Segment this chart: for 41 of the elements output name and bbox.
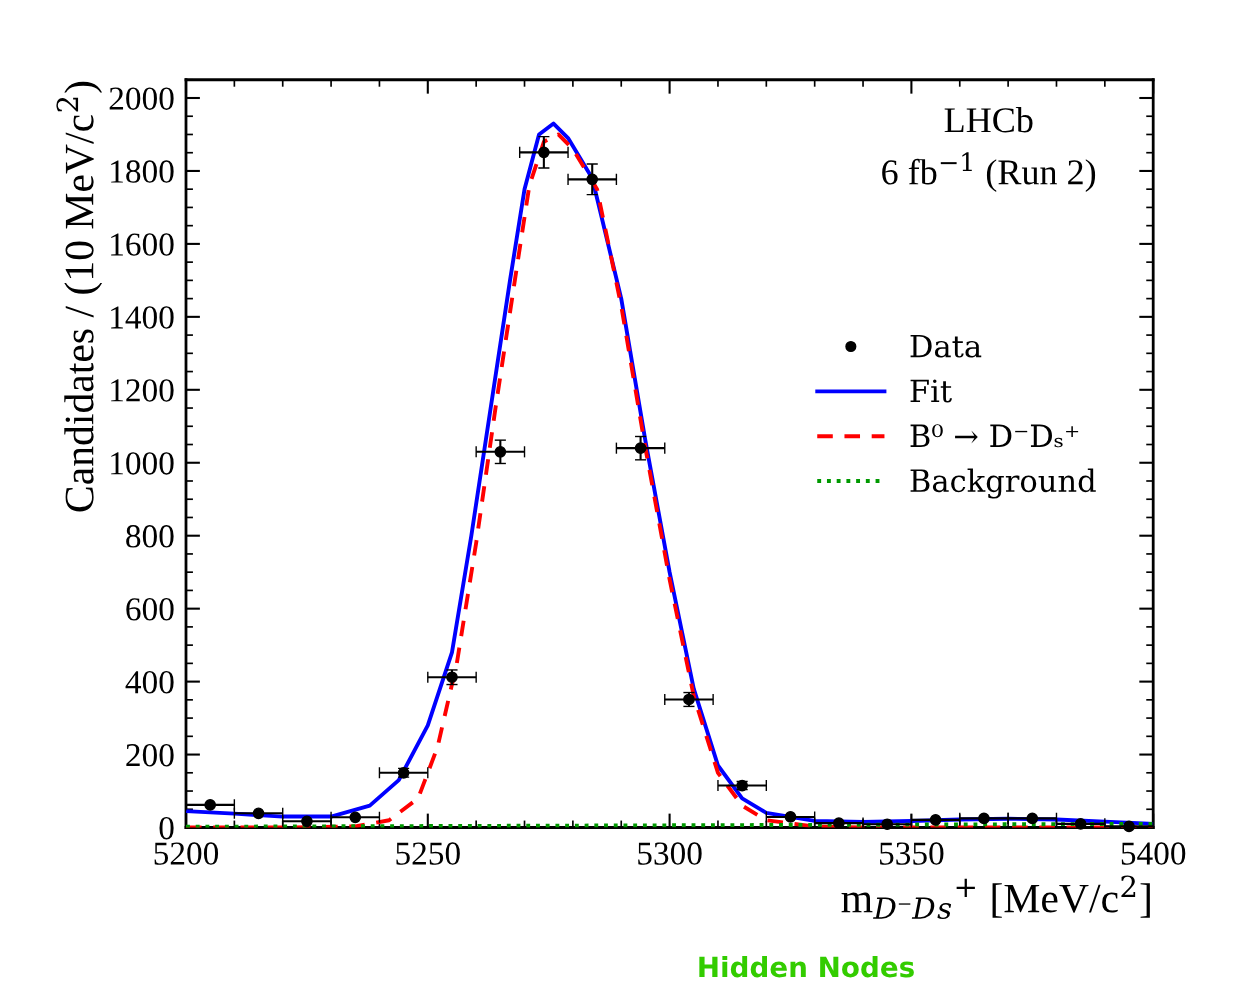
legend-label: Fit <box>910 379 952 403</box>
point <box>494 445 507 458</box>
point <box>634 442 647 455</box>
y-axis-title: Candidates / (10 MeV/c$^{2}$) <box>56 81 103 512</box>
x-tick-label: 5400 <box>1121 842 1186 865</box>
annotation: LHCb <box>944 107 1033 133</box>
point <box>349 811 362 824</box>
y-tick-label: 600 <box>126 598 174 621</box>
annotation: 6 fb$^{−1}$ (Run 2) <box>882 152 1096 192</box>
point <box>301 815 313 828</box>
point <box>833 817 845 829</box>
x-tick-label: 5250 <box>396 842 460 865</box>
y-tick-label: 0 <box>159 816 174 840</box>
x-axis-title: m$_{D⁻Ds}$$^{+}$ [MeV/c$^{2}$] <box>841 875 1150 920</box>
point <box>538 146 550 159</box>
x-tick-label: 5300 <box>638 842 702 865</box>
point <box>1074 818 1087 830</box>
legend-label: Background <box>910 468 1096 499</box>
text: Hidden Nodes <box>699 955 914 978</box>
y-tick-label: 1000 <box>111 452 174 475</box>
x-tick-label: 5200 <box>154 842 219 865</box>
y-tick-label: 200 <box>126 743 174 767</box>
point <box>204 799 217 811</box>
y-tick-label: 1200 <box>111 379 174 402</box>
point <box>784 811 797 823</box>
y-tick-label: 2000 <box>109 87 174 110</box>
point <box>252 807 265 820</box>
point <box>929 814 942 826</box>
y-tick-label: 800 <box>126 525 174 548</box>
legend-label: B⁰ → D⁻Dₛ⁺ <box>910 424 1079 448</box>
point <box>1026 812 1039 825</box>
y-tick-label: 400 <box>125 671 174 694</box>
point <box>881 818 894 831</box>
y-tick-label: 1800 <box>111 160 174 183</box>
point <box>978 812 990 825</box>
x-tick-label: 5350 <box>880 842 944 865</box>
point <box>586 173 599 186</box>
legend-label: Data <box>910 334 982 358</box>
y-tick-label: 1600 <box>111 233 174 256</box>
y-tick-label: 1400 <box>111 306 174 329</box>
point <box>1123 820 1135 833</box>
